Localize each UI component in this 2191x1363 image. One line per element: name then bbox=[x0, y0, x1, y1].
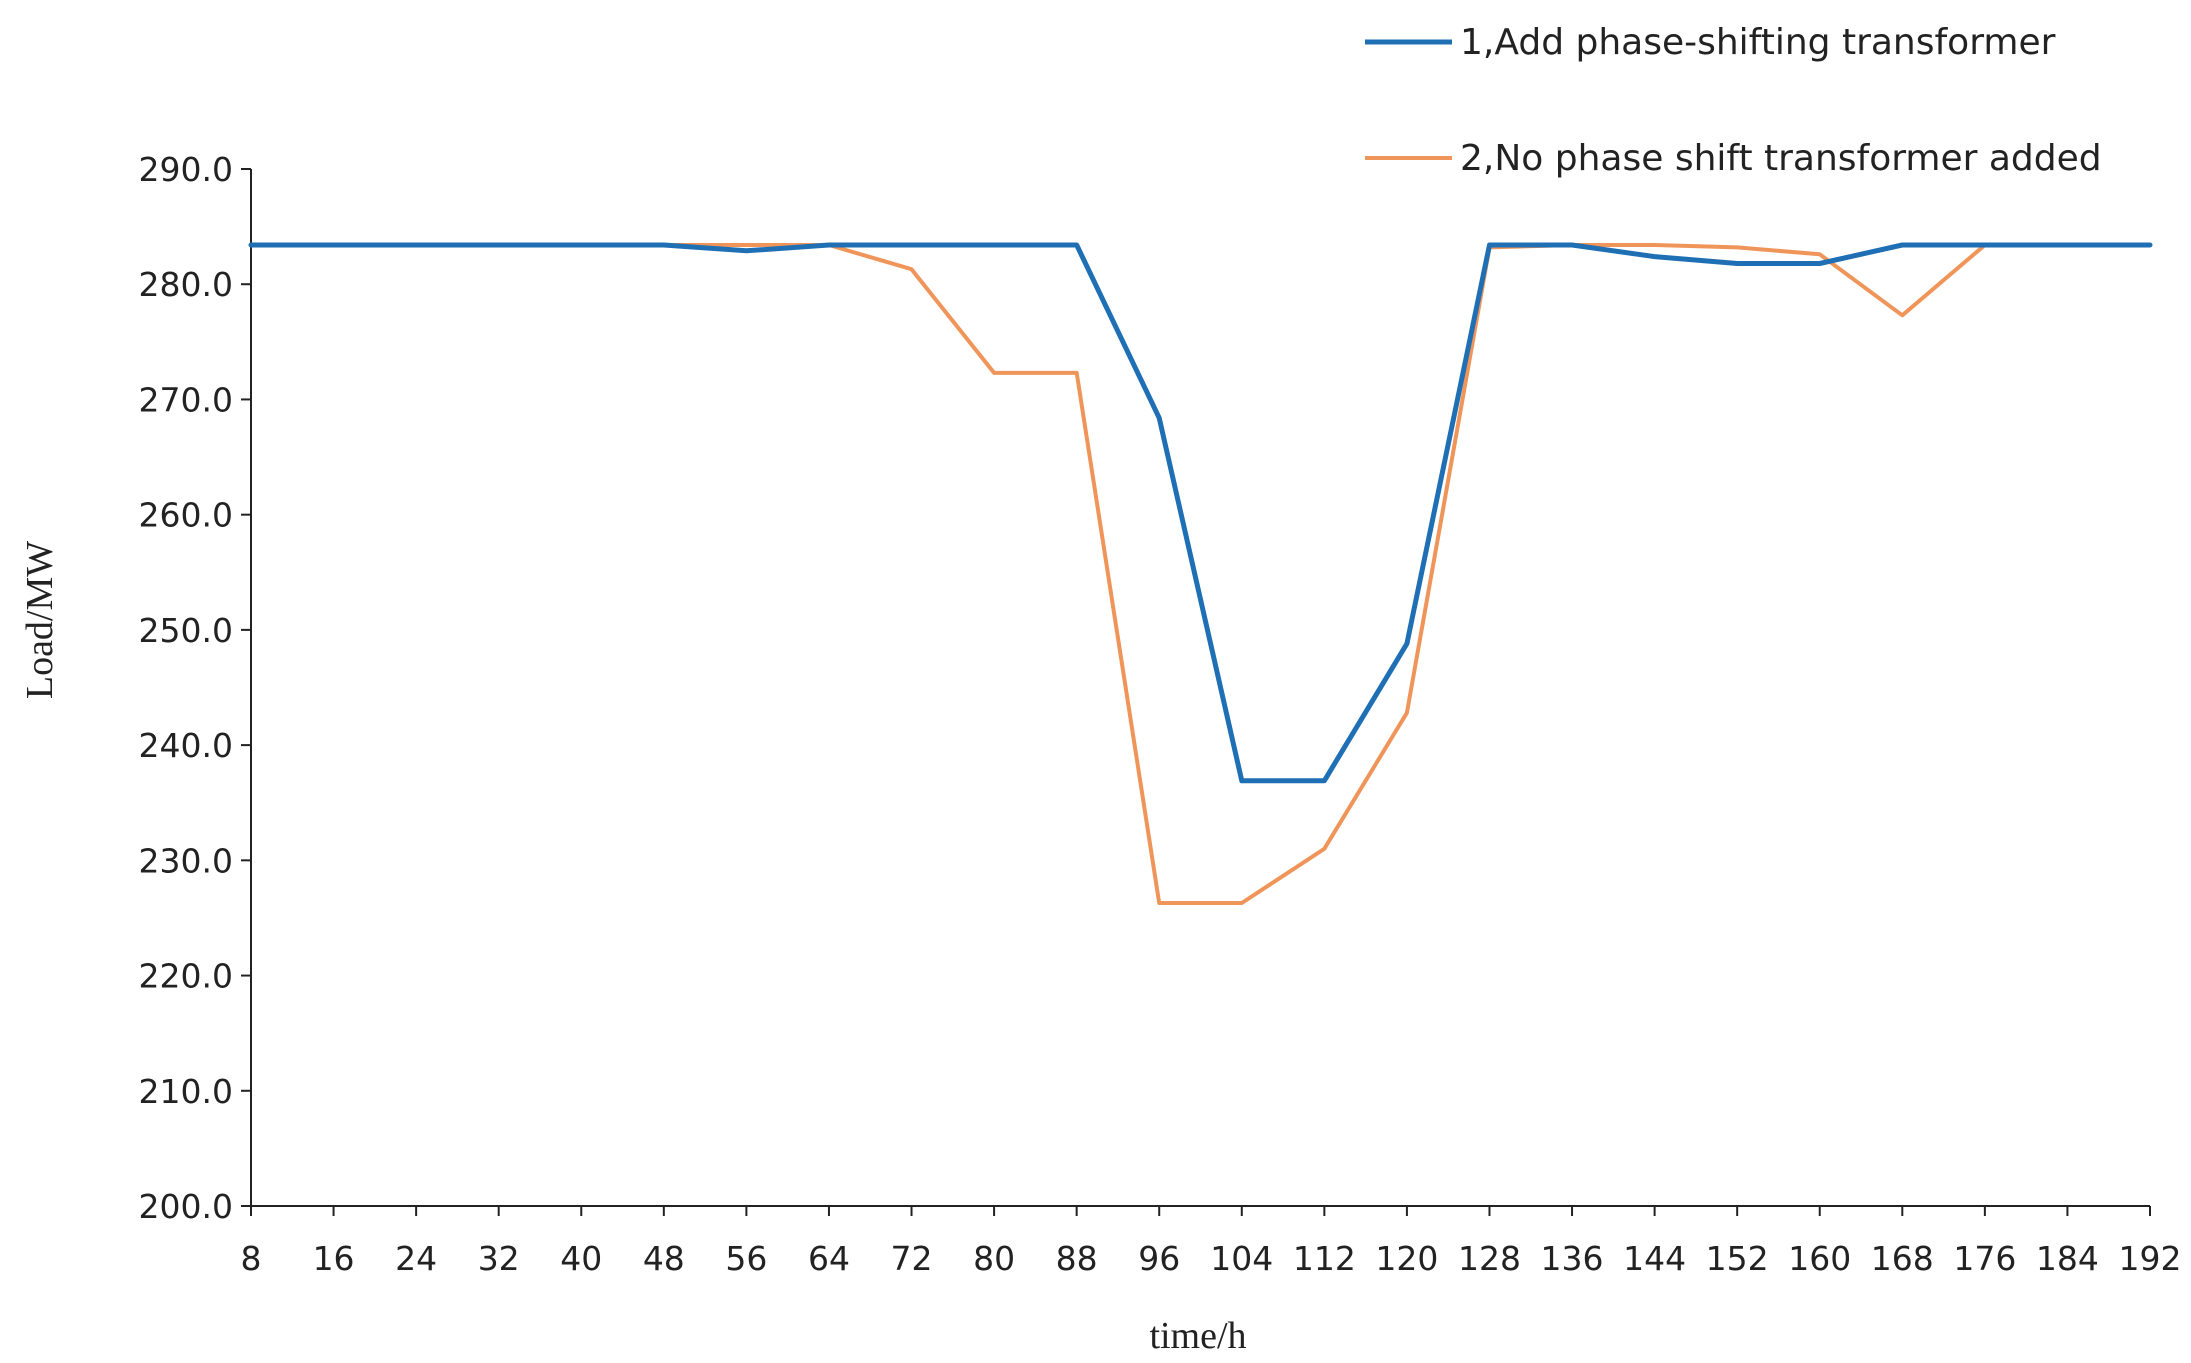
legend-entry-1: 1,Add phase-shifting transformer bbox=[1365, 22, 2056, 63]
y-tick-label: 280.0 bbox=[139, 265, 233, 304]
series-line-2 bbox=[249, 243, 2152, 905]
x-tick-label: 96 bbox=[1138, 1239, 1180, 1278]
x-axis: 8 16 24 32 40 48 56 64 72 80 88 96 104 112 120 128 136 14… bbox=[241, 1205, 2182, 1278]
y-tick-label: 220.0 bbox=[139, 957, 233, 996]
x-tick-label: 120 bbox=[1375, 1239, 1438, 1278]
x-tick-label: 168 bbox=[1871, 1239, 1934, 1278]
legend-entry-2: 2,No phase shift transformer added bbox=[1365, 138, 2102, 179]
series-lines bbox=[248, 242, 2153, 905]
x-tick-label: 56 bbox=[725, 1239, 767, 1278]
y-tick-label: 260.0 bbox=[139, 496, 233, 535]
y-axis: 200.0 210.0 220.0 230.0 240.0 250.0 260.0 270.0… bbox=[139, 150, 252, 1226]
x-tick-label: 184 bbox=[2036, 1239, 2099, 1278]
x-tick-label: 16 bbox=[313, 1239, 355, 1278]
x-tick-label: 152 bbox=[1706, 1239, 1769, 1278]
y-tick-label: 290.0 bbox=[139, 150, 233, 189]
x-tick-label: 64 bbox=[808, 1239, 850, 1278]
legend-label-2: 2,No phase shift transformer added bbox=[1460, 138, 2102, 179]
legend: 1,Add phase-shifting transformer 2,No ph… bbox=[1365, 22, 2102, 179]
y-tick-label: 240.0 bbox=[139, 726, 233, 765]
x-tick-label: 40 bbox=[560, 1239, 602, 1278]
y-tick-label: 250.0 bbox=[139, 611, 233, 650]
x-axis-title: time/h bbox=[1149, 1315, 1246, 1357]
x-tick-label: 104 bbox=[1210, 1239, 1273, 1278]
series-line-1 bbox=[248, 242, 2153, 784]
x-tick-label: 80 bbox=[973, 1239, 1015, 1278]
x-tick-label: 136 bbox=[1541, 1239, 1604, 1278]
x-tick-label: 112 bbox=[1293, 1239, 1356, 1278]
x-tick-label: 32 bbox=[478, 1239, 520, 1278]
x-tick-label: 144 bbox=[1623, 1239, 1686, 1278]
y-tick-label: 210.0 bbox=[139, 1072, 233, 1111]
x-tick-label: 72 bbox=[891, 1239, 933, 1278]
legend-label-1: 1,Add phase-shifting transformer bbox=[1460, 22, 2056, 63]
y-tick-label: 270.0 bbox=[139, 380, 233, 419]
x-tick-label: 88 bbox=[1056, 1239, 1098, 1278]
x-tick-label: 8 bbox=[241, 1239, 262, 1278]
x-tick-label: 48 bbox=[643, 1239, 685, 1278]
x-tick-label: 24 bbox=[395, 1239, 437, 1278]
x-tick-label: 192 bbox=[2119, 1239, 2182, 1278]
x-tick-label: 128 bbox=[1458, 1239, 1521, 1278]
x-tick-label: 176 bbox=[1953, 1239, 2016, 1278]
y-axis-title: Load/MW bbox=[19, 541, 61, 699]
y-tick-label: 200.0 bbox=[139, 1187, 233, 1226]
y-tick-label: 230.0 bbox=[139, 841, 233, 880]
x-tick-label: 160 bbox=[1788, 1239, 1851, 1278]
